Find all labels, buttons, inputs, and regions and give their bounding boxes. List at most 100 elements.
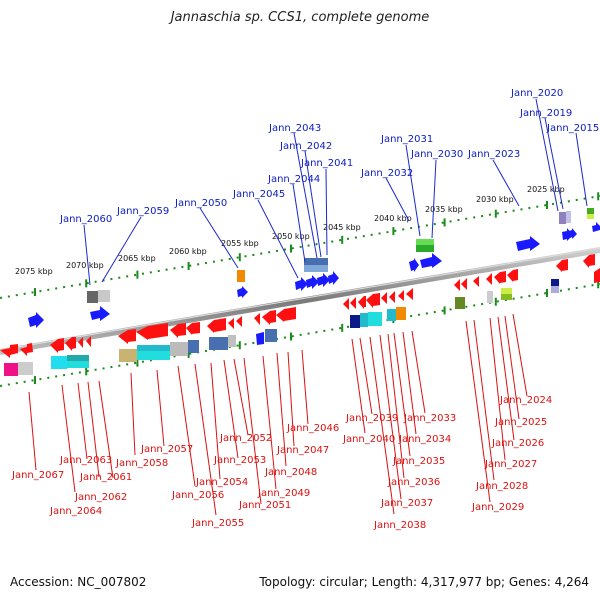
gene-label[interactable]: Jann_2040: [342, 434, 395, 445]
gene-label[interactable]: Jann_2039: [345, 413, 398, 424]
gene-arrow-reverse[interactable]: [20, 343, 33, 356]
gene-label[interactable]: Jann_2020: [510, 88, 563, 99]
gene-arrow-reverse[interactable]: [0, 344, 18, 358]
gene-arrow-reverse[interactable]: [254, 313, 260, 325]
gene-label[interactable]: Jann_2051: [238, 500, 291, 511]
gene-arrow-forward[interactable]: [569, 228, 577, 239]
gene-label[interactable]: Jann_2045: [232, 189, 285, 200]
gene-arrow-forward[interactable]: [328, 271, 339, 285]
gene-arrow-forward[interactable]: [28, 312, 44, 328]
gene-arrow-reverse[interactable]: [86, 336, 91, 347]
gene-label[interactable]: Jann_2036: [387, 477, 440, 488]
gene-label[interactable]: Jann_2024: [499, 395, 552, 406]
gene-label[interactable]: Jann_2058: [115, 458, 168, 469]
upper-category-boxes: [87, 208, 594, 303]
gene-label[interactable]: Jann_2028: [475, 481, 528, 492]
gene-arrow-reverse[interactable]: [50, 338, 64, 353]
gene-arrow-reverse[interactable]: [594, 268, 600, 283]
gene-arrow-forward[interactable]: [295, 277, 308, 291]
gene-label[interactable]: Jann_2038: [373, 520, 426, 531]
gene-label[interactable]: Jann_2032: [360, 168, 413, 179]
gene-label[interactable]: Jann_2064: [49, 506, 102, 517]
gene-label[interactable]: Jann_2027: [484, 459, 537, 470]
gene-label[interactable]: Jann_2050: [174, 198, 227, 209]
gene-arrow-reverse[interactable]: [186, 322, 200, 335]
gene-arrow-reverse[interactable]: [170, 323, 186, 338]
gene-label[interactable]: Jann_2067: [11, 470, 64, 481]
gene-arrow-reverse[interactable]: [207, 318, 226, 333]
gene-arrow-forward[interactable]: [237, 286, 248, 298]
gene-arrow-forward[interactable]: [317, 273, 330, 287]
scale-label: 2060 kbp: [169, 247, 207, 256]
gene-arrow-reverse[interactable]: [343, 298, 349, 310]
gene-arrow-reverse[interactable]: [350, 297, 356, 309]
gene-label[interactable]: Jann_2043: [268, 123, 321, 134]
gene-arrow-forward[interactable]: [409, 258, 419, 272]
gene-label[interactable]: Jann_2029: [471, 502, 524, 513]
gene-arrow-reverse[interactable]: [276, 307, 296, 322]
gene-arrow-reverse[interactable]: [494, 271, 506, 284]
gene-arrow-reverse[interactable]: [78, 337, 83, 348]
gene-arrow-reverse[interactable]: [583, 254, 595, 268]
gene-label[interactable]: Jann_2048: [264, 467, 317, 478]
gene-arrow-forward[interactable]: [306, 275, 319, 289]
gene-label[interactable]: Jann_2035: [392, 456, 445, 467]
gene-label[interactable]: Jann_2015: [546, 123, 599, 134]
gene-arrow-reverse[interactable]: [486, 273, 492, 285]
gene-arrow-reverse[interactable]: [398, 290, 404, 301]
gene-label[interactable]: Jann_2025: [494, 417, 547, 428]
gene-label[interactable]: Jann_2062: [74, 492, 127, 503]
scale-label: 2025 kbp: [527, 185, 565, 194]
gene-label[interactable]: Jann_2046: [286, 423, 339, 434]
gene-arrow-reverse[interactable]: [507, 269, 518, 282]
gene-arrow-reverse[interactable]: [381, 292, 387, 304]
gene-label[interactable]: Jann_2056: [171, 490, 224, 501]
gene-label[interactable]: Jann_2049: [257, 488, 310, 499]
gene-label[interactable]: Jann_2061: [79, 472, 132, 483]
gene-label[interactable]: Jann_2041: [300, 158, 353, 169]
genome-stats-label: Topology: circular; Length: 4,317,977 bp…: [259, 575, 589, 589]
gene-label[interactable]: Jann_2030: [410, 149, 463, 160]
gene-label[interactable]: Jann_2055: [191, 518, 244, 529]
gene-label[interactable]: Jann_2059: [116, 206, 169, 217]
gene-label[interactable]: Jann_2063: [59, 455, 112, 466]
gene-arrow-reverse[interactable]: [406, 288, 413, 300]
gene-arrow-reverse[interactable]: [556, 259, 568, 272]
gene-arrow-reverse[interactable]: [454, 279, 460, 291]
gene-label[interactable]: Jann_2023: [467, 149, 520, 160]
gene-arrow-forward[interactable]: [592, 222, 600, 232]
gene-label[interactable]: Jann_2034: [398, 434, 451, 445]
gene-label[interactable]: Jann_2019: [519, 108, 572, 119]
gene-arrow-forward[interactable]: [256, 332, 264, 345]
gene-arrow-reverse[interactable]: [389, 291, 395, 303]
gene-arrow-reverse[interactable]: [228, 318, 234, 329]
gene-arrow-reverse[interactable]: [136, 323, 168, 340]
gene-label[interactable]: Jann_2042: [279, 141, 332, 152]
gene-arrow-reverse[interactable]: [461, 278, 467, 290]
gene-arrow-reverse[interactable]: [473, 276, 479, 287]
gene-label[interactable]: Jann_2033: [403, 413, 456, 424]
gene-label[interactable]: Jann_2052: [219, 433, 272, 444]
gene-arrow-reverse[interactable]: [236, 316, 242, 327]
gene-arrow-reverse[interactable]: [358, 296, 366, 309]
lower-category-boxes: [4, 279, 559, 376]
gene-label[interactable]: Jann_2031: [380, 134, 433, 145]
gene-arrow-forward[interactable]: [420, 253, 442, 268]
gene-arrow-reverse[interactable]: [118, 329, 136, 344]
gene-arrow-reverse[interactable]: [366, 293, 380, 308]
gene-label[interactable]: Jann_2047: [276, 445, 329, 456]
gene-arrow-forward[interactable]: [516, 236, 540, 251]
scale-label: 2045 kbp: [323, 223, 361, 232]
gene-label[interactable]: Jann_2037: [380, 498, 433, 509]
gene-label[interactable]: Jann_2026: [491, 438, 544, 449]
gene-arrow-reverse[interactable]: [65, 337, 76, 351]
gene-label[interactable]: Jann_2060: [59, 214, 112, 225]
gene-label[interactable]: Jann_2053: [213, 455, 266, 466]
gene-arrow-reverse[interactable]: [262, 310, 276, 325]
gene-label[interactable]: Jann_2054: [195, 477, 248, 488]
scale-label: 2075 kbp: [15, 267, 53, 276]
forward-genes: [28, 222, 600, 345]
gene-arrow-forward[interactable]: [90, 306, 110, 321]
gene-label[interactable]: Jann_2057: [140, 444, 193, 455]
gene-label[interactable]: Jann_2044: [267, 174, 320, 185]
